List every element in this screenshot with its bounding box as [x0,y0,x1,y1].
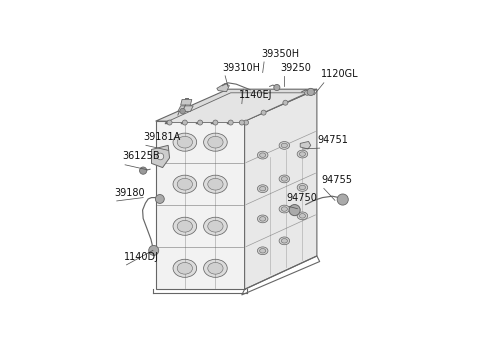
Ellipse shape [173,175,197,193]
Ellipse shape [297,150,308,158]
Ellipse shape [300,152,305,156]
Circle shape [261,110,266,115]
Circle shape [213,120,218,125]
Ellipse shape [260,153,266,157]
Text: 39180: 39180 [114,188,144,197]
Circle shape [283,100,288,105]
Text: 39310H: 39310H [222,62,260,73]
Text: 39250: 39250 [281,62,312,73]
Ellipse shape [279,142,289,149]
Ellipse shape [173,217,197,235]
Ellipse shape [260,249,266,253]
Ellipse shape [281,177,288,181]
Text: 1140DJ: 1140DJ [124,252,159,261]
Circle shape [167,120,172,125]
Ellipse shape [204,133,227,151]
Ellipse shape [177,136,192,148]
Ellipse shape [208,178,223,190]
Circle shape [140,167,147,174]
Text: 1140EJ: 1140EJ [239,90,273,100]
Polygon shape [245,89,317,289]
Circle shape [305,90,310,95]
Ellipse shape [260,187,266,191]
Polygon shape [156,121,245,289]
Text: 94755: 94755 [321,175,352,185]
Ellipse shape [208,221,223,232]
Ellipse shape [208,136,223,148]
Ellipse shape [300,214,305,218]
Ellipse shape [257,215,268,223]
Ellipse shape [177,221,192,232]
Ellipse shape [300,185,305,190]
Circle shape [182,120,187,125]
Ellipse shape [177,262,192,274]
Circle shape [243,120,249,125]
Text: 36125B: 36125B [122,152,160,161]
Circle shape [198,120,203,125]
Polygon shape [217,83,229,92]
Circle shape [180,108,185,114]
Ellipse shape [177,178,192,190]
Ellipse shape [281,207,288,211]
Ellipse shape [279,175,289,183]
Circle shape [156,195,164,204]
Ellipse shape [279,237,289,245]
Polygon shape [156,89,317,121]
Polygon shape [152,145,169,168]
Ellipse shape [257,247,268,255]
Circle shape [307,88,314,96]
Ellipse shape [204,259,227,277]
Ellipse shape [257,151,268,159]
Polygon shape [300,142,311,149]
Polygon shape [178,106,193,112]
Text: 39181A: 39181A [143,132,180,142]
Circle shape [157,153,164,160]
Text: 1120GL: 1120GL [321,69,359,79]
Ellipse shape [257,185,268,192]
Circle shape [274,84,280,91]
Ellipse shape [281,239,288,243]
Ellipse shape [260,217,266,221]
Ellipse shape [204,217,227,235]
Ellipse shape [297,212,308,220]
Ellipse shape [204,175,227,193]
Ellipse shape [297,184,308,191]
Circle shape [337,194,348,205]
Ellipse shape [208,262,223,274]
Polygon shape [180,100,192,105]
Ellipse shape [173,133,197,151]
Ellipse shape [173,259,197,277]
Circle shape [240,120,244,125]
Text: 94750: 94750 [286,193,317,203]
Circle shape [149,245,159,256]
Text: 39350H: 39350H [261,49,300,58]
Text: 94751: 94751 [317,135,348,145]
Ellipse shape [279,205,289,213]
Circle shape [228,120,233,125]
Circle shape [289,205,300,216]
Polygon shape [166,93,307,122]
Ellipse shape [281,143,288,148]
